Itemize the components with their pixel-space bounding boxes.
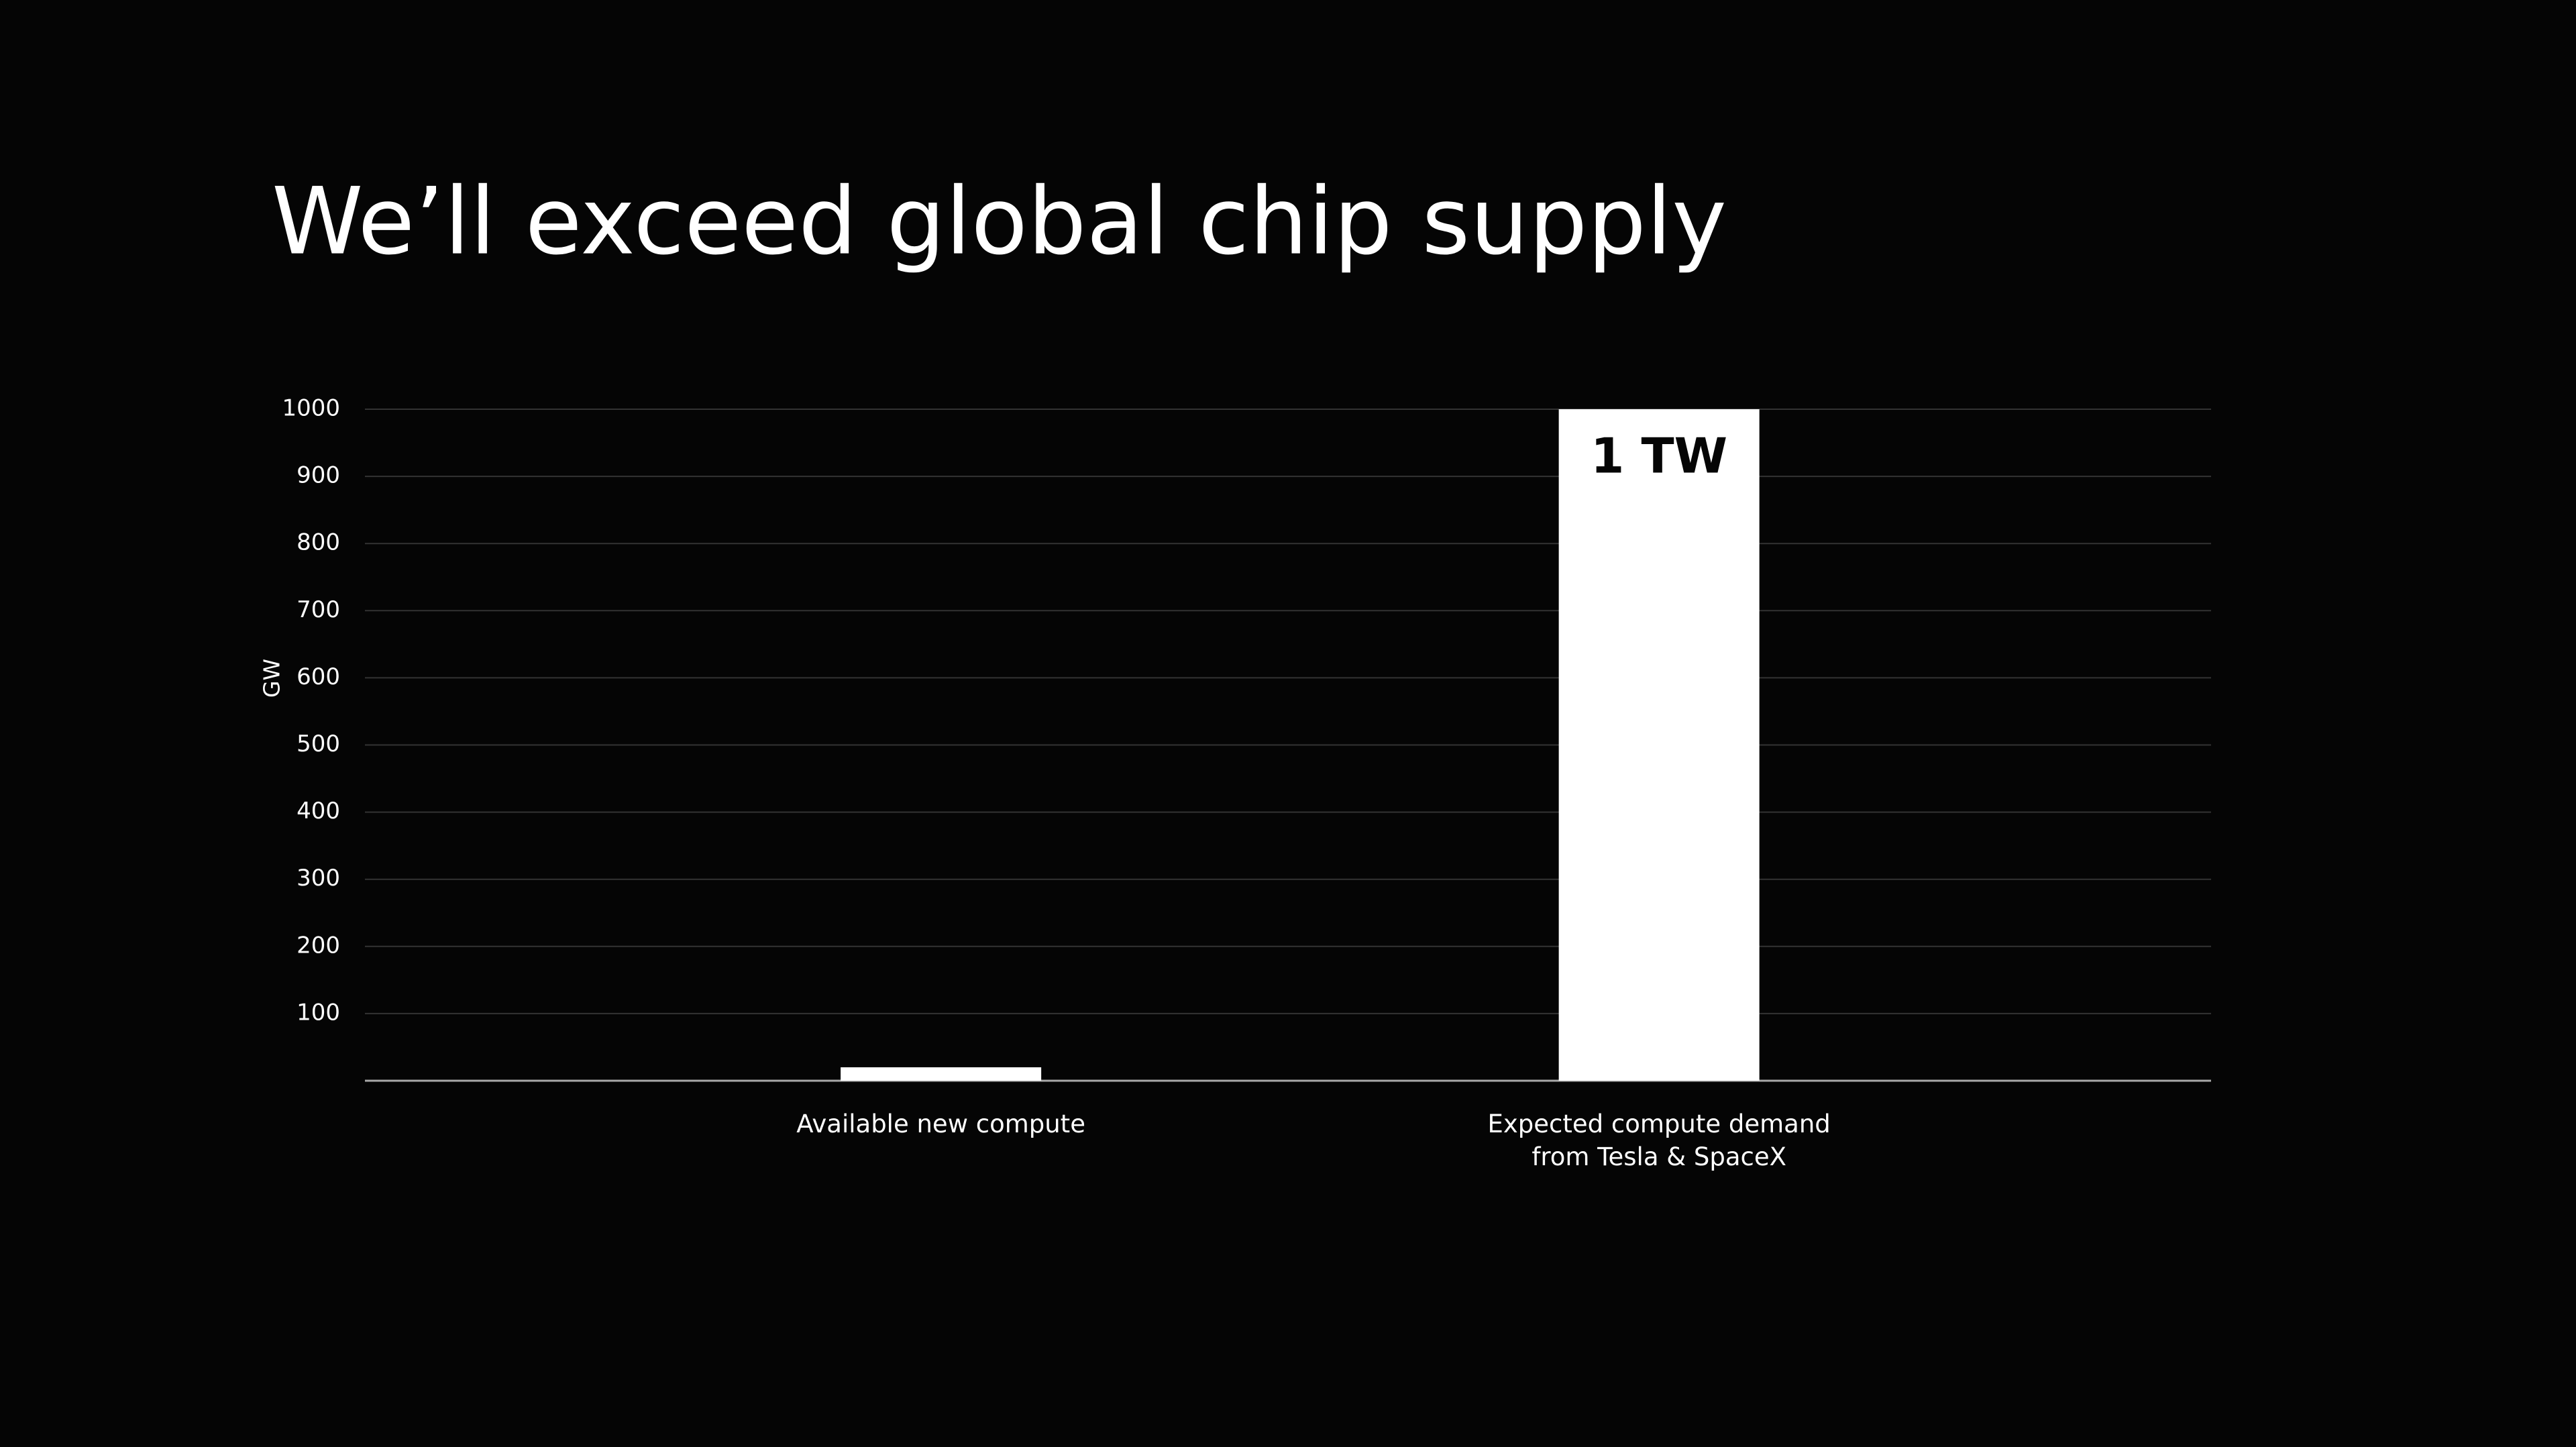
y-tick-label: 800 [297, 529, 340, 556]
value-label: 1 TW [1591, 428, 1727, 484]
y-tick-label: 900 [297, 462, 340, 489]
x-tick-label: Expected compute demand from Tesla & Spa… [1487, 1110, 1831, 1171]
y-tick-label: 200 [297, 932, 340, 959]
bar [1558, 409, 1760, 1081]
bar [841, 1067, 1042, 1081]
y-tick-label: 300 [297, 865, 340, 892]
x-tick-label: Available new compute [796, 1110, 1085, 1138]
y-tick-label: 500 [297, 731, 340, 757]
y-tick-label: 100 [297, 999, 340, 1026]
chart-title: We’ll exceed global chip supply [272, 168, 1727, 276]
y-tick-label: 700 [297, 596, 340, 623]
y-tick-label: 1000 [282, 395, 340, 422]
y-tick-label: 600 [297, 663, 340, 690]
y-axis-label: GW [259, 659, 285, 698]
y-tick-label: 400 [297, 798, 340, 824]
